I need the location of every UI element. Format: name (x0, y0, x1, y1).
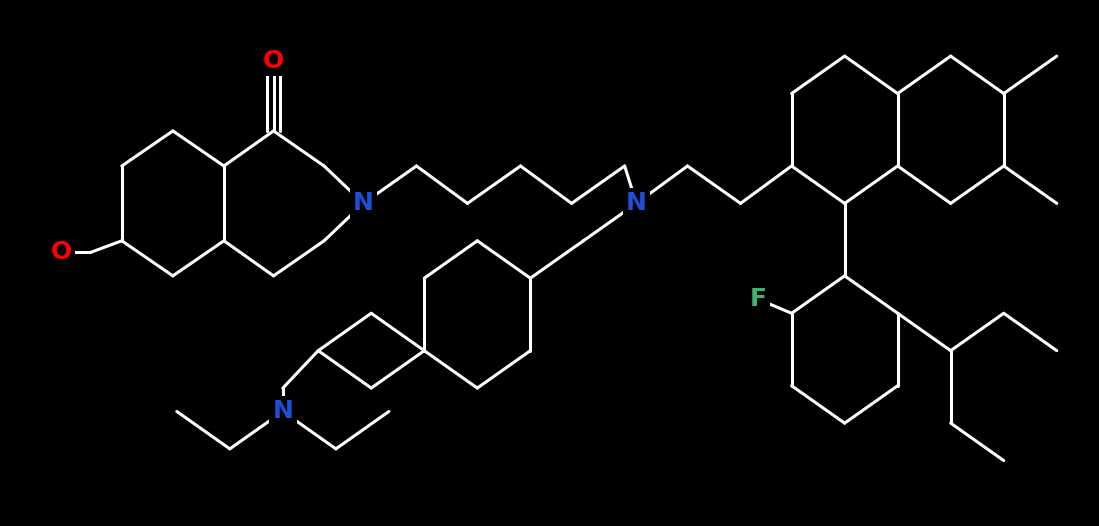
Text: N: N (626, 191, 647, 215)
Text: F: F (750, 287, 767, 311)
Text: O: O (263, 49, 285, 73)
Text: N: N (353, 191, 374, 215)
Text: O: O (51, 240, 71, 265)
Text: N: N (273, 399, 293, 423)
